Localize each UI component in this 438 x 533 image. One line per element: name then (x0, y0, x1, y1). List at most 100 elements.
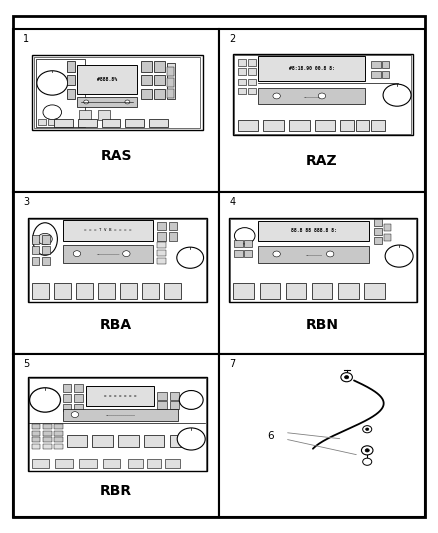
Text: 3: 3 (24, 197, 29, 207)
Text: 4: 4 (230, 197, 235, 207)
Bar (32, 437, 40, 442)
Bar (384, 234, 391, 241)
Bar (154, 88, 166, 99)
Text: 2: 2 (230, 34, 236, 44)
Text: 1: 1 (24, 34, 29, 44)
Bar (42, 246, 50, 254)
Bar (43, 443, 52, 449)
Bar (67, 88, 75, 99)
Bar (356, 120, 369, 131)
Bar (157, 258, 166, 264)
Bar (154, 75, 166, 85)
Bar (154, 61, 166, 71)
Bar (167, 78, 174, 87)
Bar (144, 435, 164, 447)
Text: #888.8%: #888.8% (97, 77, 117, 82)
Bar (234, 54, 411, 134)
Circle shape (385, 245, 413, 267)
Bar (315, 120, 336, 131)
Bar (32, 55, 202, 130)
Bar (149, 119, 167, 127)
Bar (86, 386, 154, 407)
Circle shape (326, 251, 334, 257)
Bar (43, 424, 52, 429)
Bar (125, 119, 144, 127)
Bar (32, 443, 40, 449)
Bar (43, 437, 52, 442)
Bar (67, 61, 75, 71)
Bar (63, 409, 178, 421)
Bar (371, 61, 381, 68)
Bar (167, 67, 174, 76)
Bar (381, 71, 389, 78)
Circle shape (125, 100, 130, 104)
Bar (248, 87, 256, 94)
Bar (98, 283, 115, 299)
Bar (63, 394, 71, 401)
Text: 88.8 88 888.8 8:: 88.8 88 888.8 8: (291, 229, 337, 233)
Bar (170, 435, 190, 447)
Bar (260, 283, 280, 299)
Bar (141, 88, 152, 99)
Bar (374, 219, 382, 226)
Circle shape (38, 233, 52, 245)
Bar (170, 392, 179, 400)
Bar (237, 78, 246, 85)
Bar (120, 283, 137, 299)
Circle shape (71, 411, 78, 417)
Bar (67, 435, 87, 447)
Bar (54, 424, 63, 429)
Text: 6: 6 (267, 431, 274, 441)
Circle shape (37, 71, 68, 95)
Bar (157, 392, 166, 400)
Bar (28, 377, 207, 472)
Circle shape (177, 247, 204, 268)
Bar (76, 283, 93, 299)
Bar (166, 459, 180, 469)
Text: RAS: RAS (100, 149, 132, 163)
Text: = = = T V B = = = =: = = = T V B = = = = (84, 229, 131, 232)
Circle shape (363, 426, 372, 433)
Bar (32, 256, 39, 265)
Bar (157, 222, 166, 230)
Bar (166, 63, 175, 99)
Circle shape (361, 446, 373, 455)
Bar (74, 394, 82, 401)
Bar (63, 245, 153, 263)
Bar (63, 220, 153, 241)
Circle shape (177, 428, 205, 450)
Bar (78, 119, 96, 127)
Bar (364, 283, 385, 299)
Circle shape (73, 251, 81, 256)
Bar (98, 110, 110, 119)
Bar (63, 403, 71, 411)
Bar (157, 401, 166, 409)
Circle shape (84, 100, 88, 104)
Bar (43, 431, 52, 436)
Circle shape (273, 251, 280, 257)
Bar (63, 384, 71, 392)
Bar (54, 119, 73, 127)
Bar (230, 218, 417, 302)
Bar (237, 87, 246, 94)
Bar (55, 459, 73, 469)
Bar (289, 120, 310, 131)
Bar (32, 431, 40, 436)
Bar (248, 78, 256, 85)
Bar (340, 120, 354, 131)
Bar (164, 283, 181, 299)
Circle shape (345, 376, 349, 379)
Bar (170, 401, 179, 409)
Bar (142, 283, 159, 299)
Circle shape (273, 93, 280, 99)
Bar (38, 119, 46, 125)
Bar (74, 384, 82, 392)
Bar (167, 90, 174, 99)
Text: ________: ________ (303, 94, 320, 98)
Bar (286, 283, 306, 299)
Bar (258, 221, 369, 241)
Bar (32, 236, 39, 244)
Bar (102, 459, 120, 469)
Text: 5: 5 (24, 359, 30, 369)
Bar (169, 232, 177, 241)
